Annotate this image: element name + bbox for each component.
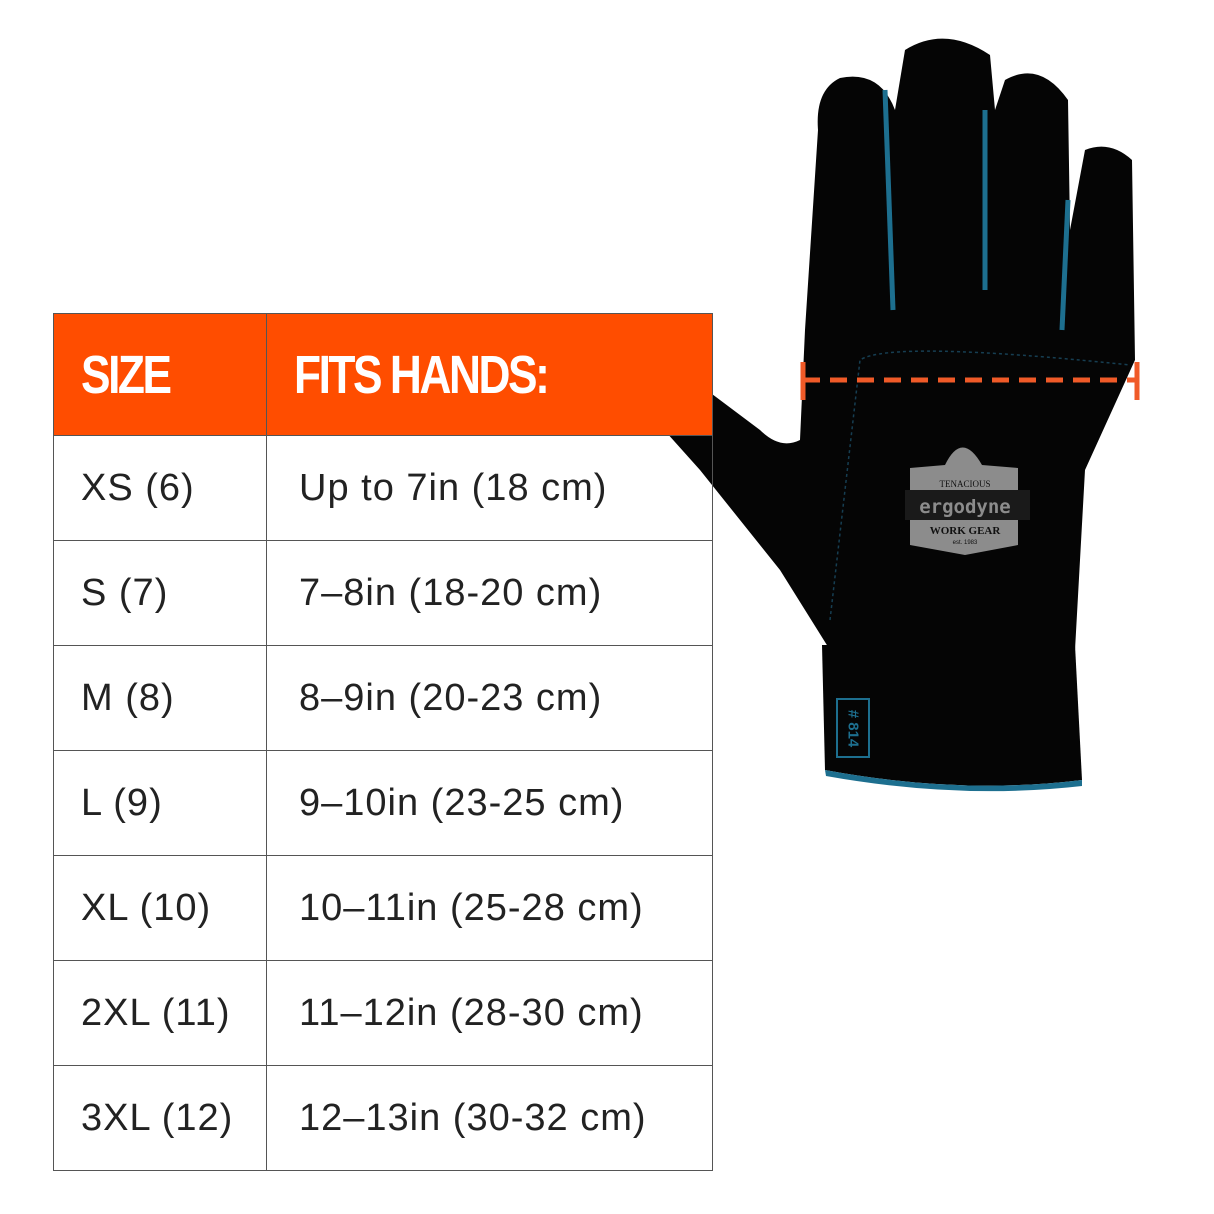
measure-line — [800, 362, 1140, 400]
table-row: M (8) 8–9in (20-23 cm) — [53, 645, 713, 751]
svg-text:ergodyne: ergodyne — [919, 496, 1011, 518]
ergodyne-logo: TENACIOUS ergodyne WORK GEAR est. 1983 — [905, 447, 1030, 555]
fits-cell: 10–11in (25-28 cm) — [266, 855, 713, 961]
fits-cell: 7–8in (18-20 cm) — [266, 540, 713, 646]
size-cell: L (9) — [53, 750, 267, 856]
header-size: SIZE — [53, 313, 267, 436]
header-fits-hands: FITS HANDS: — [266, 313, 713, 436]
table-row: S (7) 7–8in (18-20 cm) — [53, 540, 713, 646]
size-cell: XS (6) — [53, 435, 267, 541]
fits-cell: Up to 7in (18 cm) — [266, 435, 713, 541]
table-row: XS (6) Up to 7in (18 cm) — [53, 435, 713, 541]
size-cell: 3XL (12) — [53, 1065, 267, 1171]
fits-cell: 11–12in (28-30 cm) — [266, 960, 713, 1066]
table-header-row: SIZE FITS HANDS: — [53, 313, 713, 436]
table-row: 2XL (11) 11–12in (28-30 cm) — [53, 960, 713, 1066]
cuff-label: # 814 — [836, 698, 870, 758]
svg-text:est. 1983: est. 1983 — [953, 540, 978, 546]
table-row: XL (10) 10–11in (25-28 cm) — [53, 855, 713, 961]
svg-text:TENACIOUS: TENACIOUS — [940, 479, 991, 489]
fits-cell: 9–10in (23-25 cm) — [266, 750, 713, 856]
size-cell: M (8) — [53, 645, 267, 751]
size-chart-table: SIZE FITS HANDS: XS (6) Up to 7in (18 cm)… — [53, 313, 713, 1171]
table-row: L (9) 9–10in (23-25 cm) — [53, 750, 713, 856]
fits-cell: 8–9in (20-23 cm) — [266, 645, 713, 751]
size-cell: 2XL (11) — [53, 960, 267, 1066]
table-row: 3XL (12) 12–13in (30-32 cm) — [53, 1065, 713, 1171]
svg-text:WORK GEAR: WORK GEAR — [930, 525, 1002, 537]
fits-cell: 12–13in (30-32 cm) — [266, 1065, 713, 1171]
size-cell: S (7) — [53, 540, 267, 646]
size-cell: XL (10) — [53, 855, 267, 961]
